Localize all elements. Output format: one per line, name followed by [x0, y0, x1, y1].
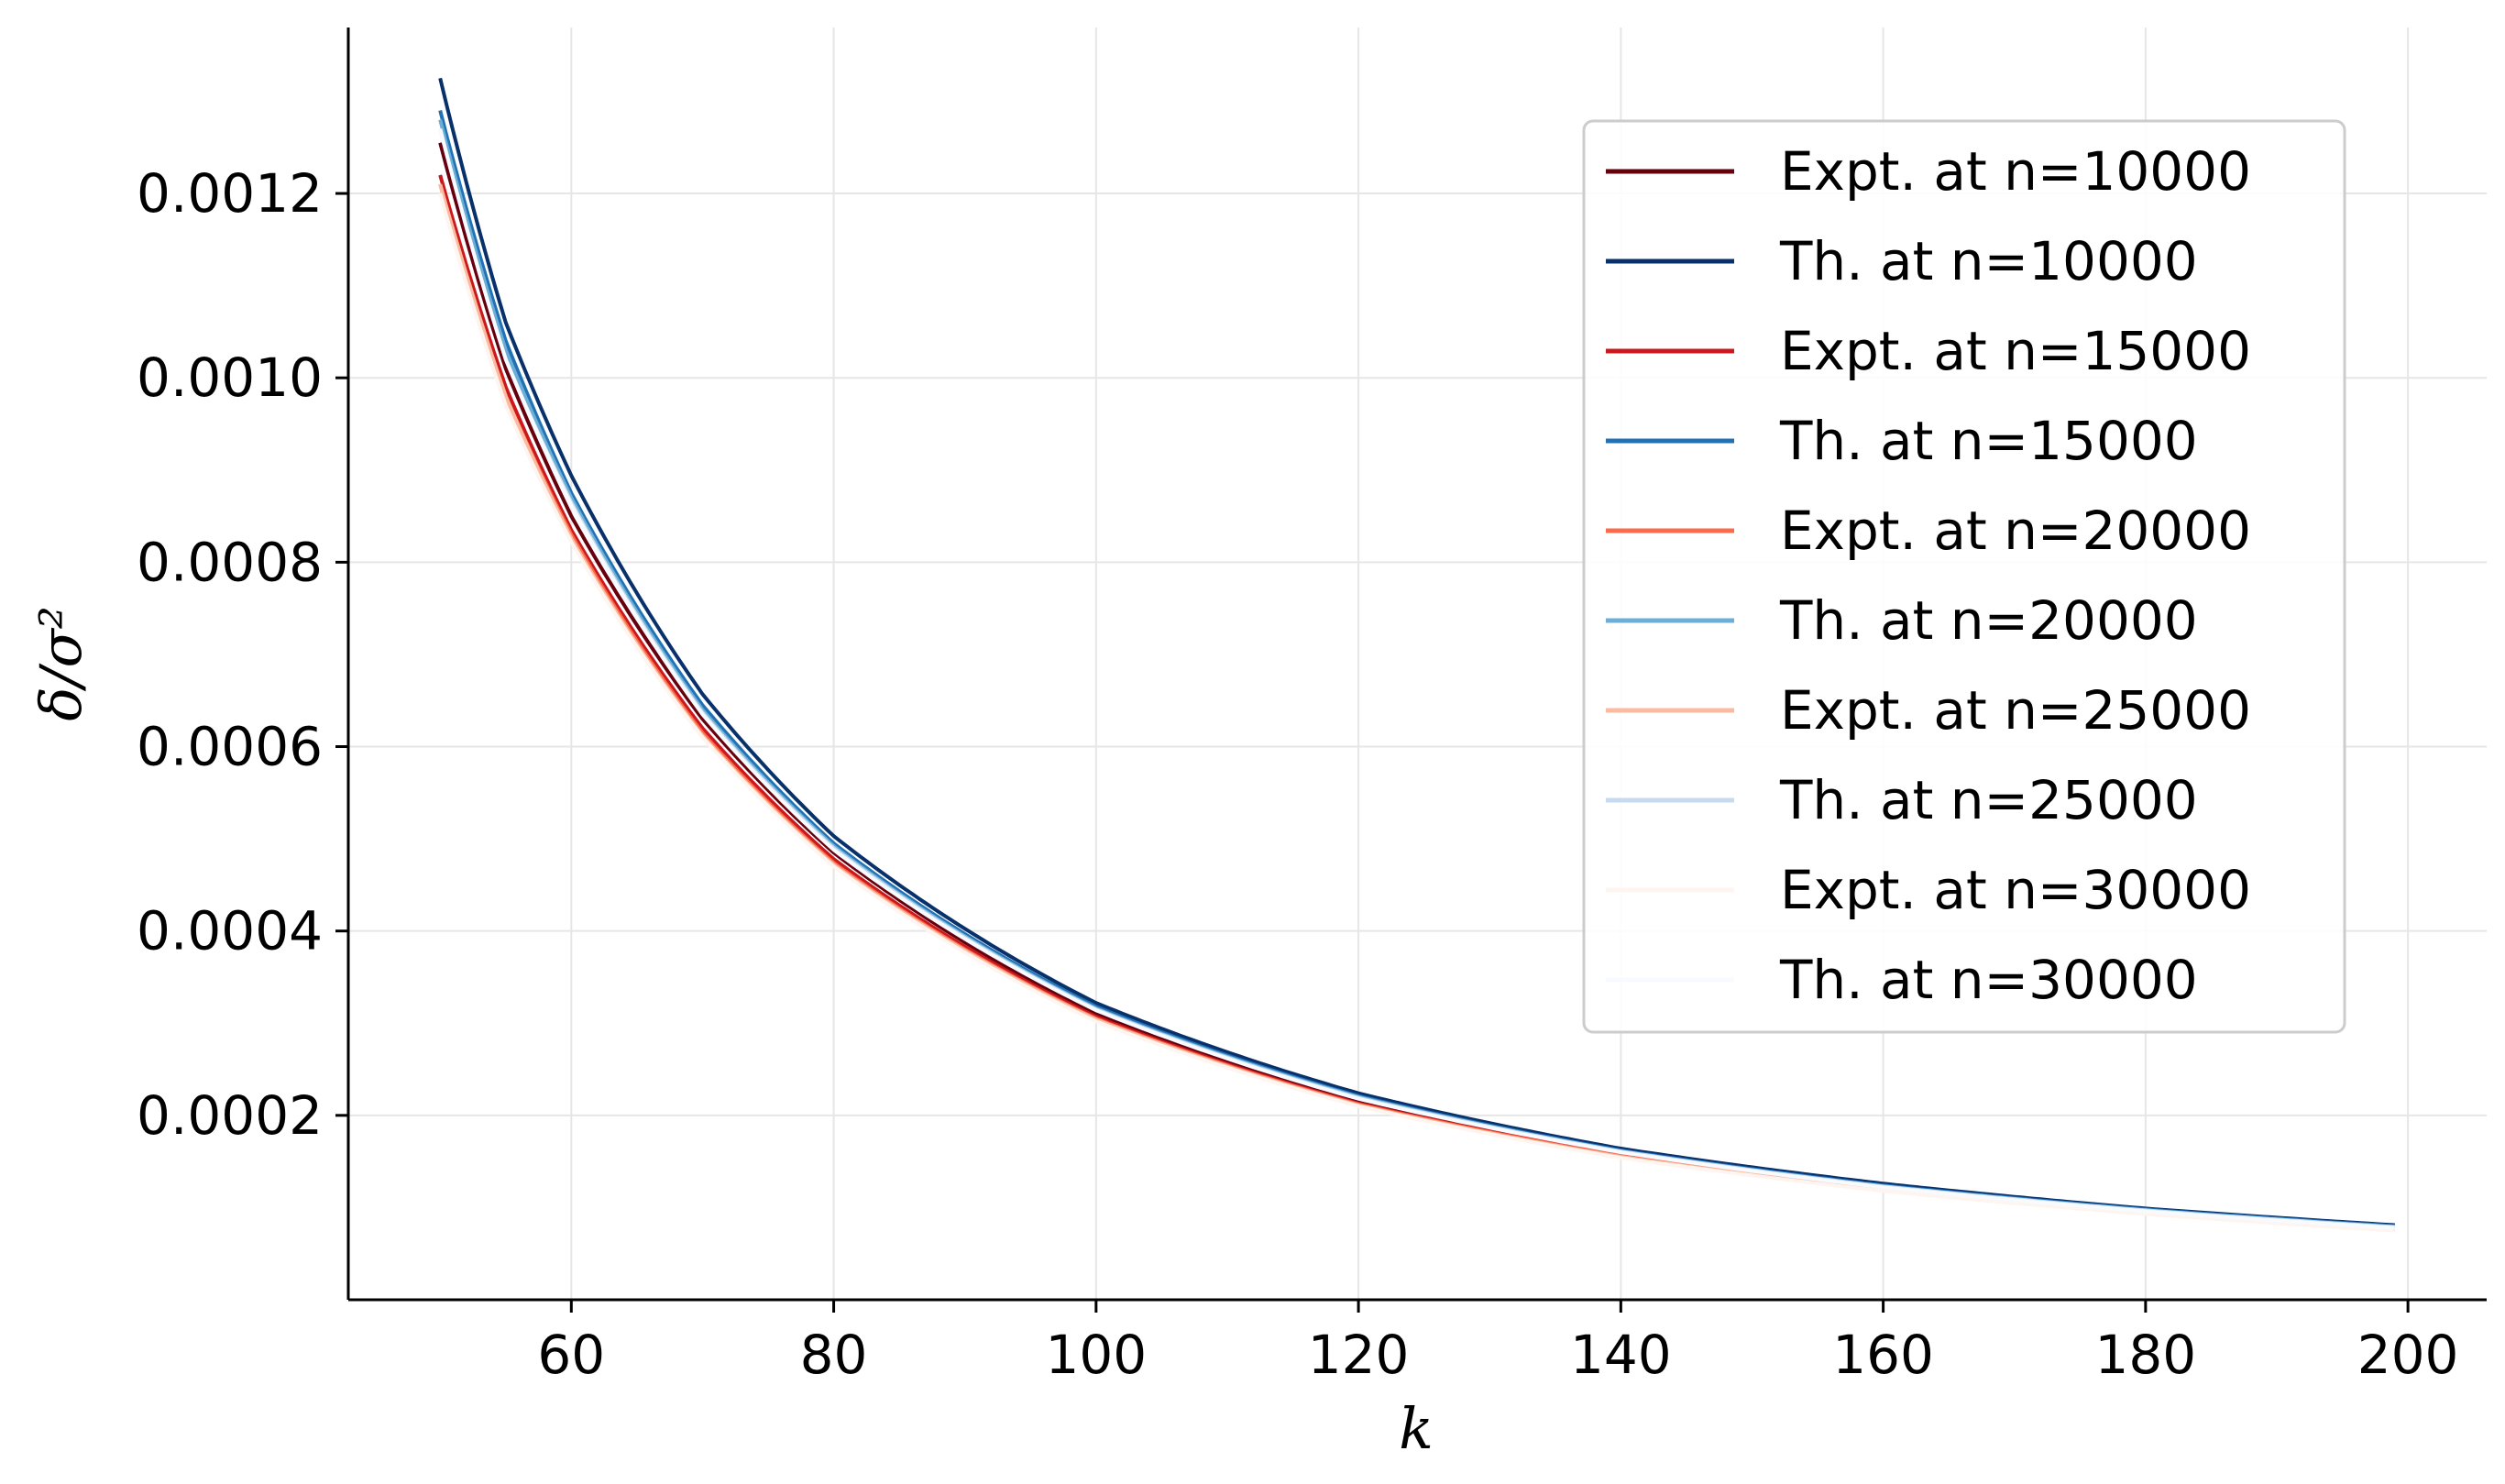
x-tick-label: 100: [1045, 1324, 1147, 1386]
legend-items: Expt. at n=10000 Th. at n=10000 Expt. at n…: [1606, 140, 2251, 1011]
legend-label: Th. at n=15000: [1779, 410, 2198, 472]
legend-label: Th. at n=10000: [1779, 230, 2198, 292]
y-tick-label: 0.0006: [137, 716, 323, 778]
y-axis-label: δ/σ²: [27, 606, 94, 720]
axes: [346, 27, 2487, 1302]
legend-label: Expt. at n=30000: [1780, 859, 2251, 921]
legend-label: Expt. at n=25000: [1780, 679, 2251, 742]
legend-label: Th. at n=25000: [1779, 769, 2198, 831]
x-tick-label: 80: [800, 1324, 868, 1386]
x-tick-label: 200: [2357, 1324, 2459, 1386]
legend-frame: [1582, 119, 2346, 1034]
x-axis-label: k: [1399, 1395, 1434, 1462]
legend-label: Expt. at n=10000: [1780, 140, 2251, 203]
x-ticks: 60 80 100 120 140 160 180 200: [537, 1300, 2458, 1386]
x-tick-label: 180: [2095, 1324, 2197, 1386]
legend: Expt. at n=10000 Th. at n=10000 Expt. at n…: [1582, 119, 2346, 1034]
y-tick-label: 0.0002: [137, 1084, 323, 1147]
legend-label: Th. at n=20000: [1779, 589, 2198, 652]
x-tick-label: 140: [1570, 1324, 1672, 1386]
series-line-9: [438, 192, 2395, 1233]
legend-label: Th. at n=30000: [1779, 949, 2198, 1011]
legend-label: Expt. at n=20000: [1780, 500, 2251, 562]
series-lines: [438, 77, 2395, 1233]
x-tick-label: 120: [1308, 1324, 1410, 1386]
legend-label: Expt. at n=15000: [1780, 320, 2251, 382]
series-line-10: [438, 128, 2395, 1230]
y-tick-label: 0.0008: [137, 531, 323, 593]
y-tick-label: 0.0004: [137, 900, 323, 962]
x-tick-label: 160: [1832, 1324, 1934, 1386]
y-tick-label: 0.0010: [137, 346, 323, 409]
y-ticks: 0.0002 0.0004 0.0006 0.0008 0.0010 0.0012: [137, 162, 348, 1147]
y-tick-label: 0.0012: [137, 162, 323, 225]
x-tick-label: 60: [537, 1324, 605, 1386]
